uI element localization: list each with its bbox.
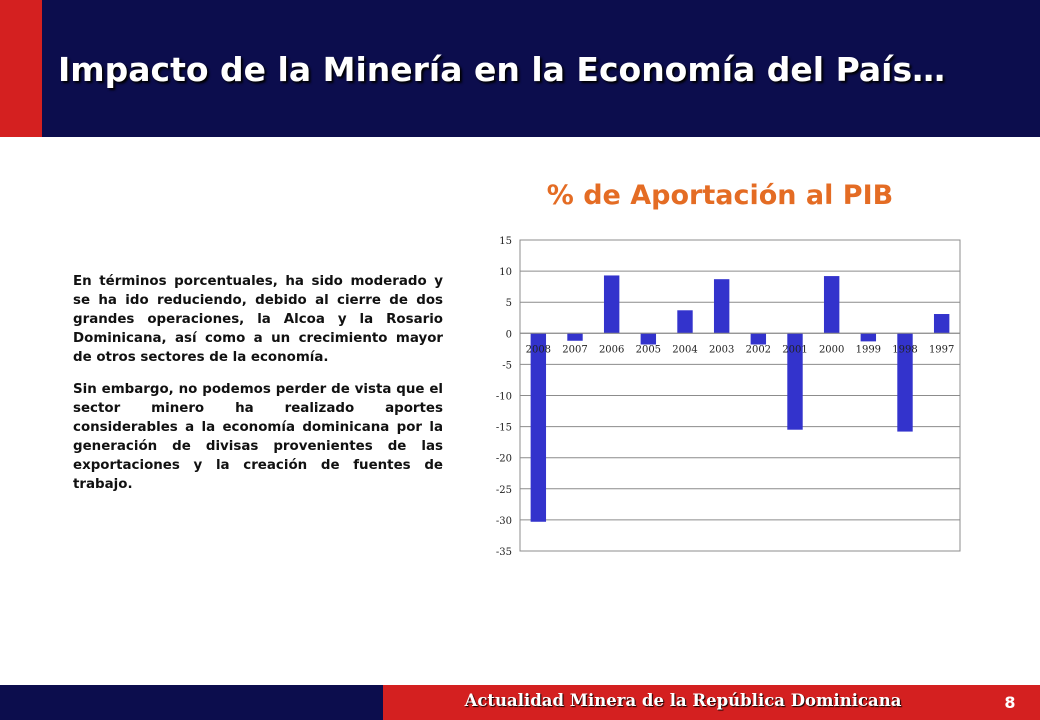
x-tick-label: 2000 (819, 344, 844, 355)
y-tick-label: -5 (502, 360, 512, 371)
y-tick-label: -35 (496, 547, 512, 558)
y-tick-label: -20 (496, 454, 512, 465)
y-tick-label: -10 (496, 392, 512, 403)
chart-title: % de Aportación al PIB (546, 180, 894, 211)
bar-1997 (933, 314, 950, 334)
y-tick-label: 10 (499, 267, 512, 278)
y-tick-label: -15 (496, 423, 512, 434)
paragraph-1: En términos porcentuales, ha sido modera… (73, 274, 443, 365)
y-tick-label: 0 (506, 329, 512, 340)
x-tick-label: 2001 (782, 344, 807, 355)
gridlines (520, 239, 960, 552)
bars (530, 275, 950, 522)
x-tick-label: 2006 (599, 344, 624, 355)
x-tick-label: 2005 (636, 344, 661, 355)
x-tick-label: 2003 (709, 344, 734, 355)
x-tick-label: 1997 (929, 344, 954, 355)
bar-1999 (860, 333, 877, 342)
x-tick-label: 2004 (672, 344, 697, 355)
bar-2000 (823, 276, 840, 334)
x-tick-label: 2007 (562, 344, 587, 355)
slide-title: Impacto de la Minería en la Economía del… (58, 50, 946, 89)
y-tick-label: -25 (496, 485, 512, 496)
bar-2004 (677, 310, 693, 334)
footer-text: Actualidad Minera de la República Domini… (464, 691, 902, 710)
y-tick-labels: 15 10 5 0 -5 -10 -15 -20 -25 -30 -35 (496, 236, 512, 558)
x-tick-label: 1998 (892, 344, 917, 355)
y-tick-label: 15 (499, 236, 512, 247)
paragraph-2: Sin embargo, no podemos perder de vista … (73, 382, 443, 492)
header-bar (0, 0, 1040, 137)
y-tick-label: 5 (506, 298, 512, 309)
header-accent-stripe (0, 0, 42, 137)
y-tick-label: -30 (496, 516, 512, 527)
bar-2006 (603, 275, 620, 334)
page-number: 8 (1004, 693, 1016, 712)
bar-2005 (640, 333, 657, 345)
x-tick-label: 2002 (746, 344, 771, 355)
plot-area-border (519, 239, 961, 552)
body-text: En términos porcentuales, ha sido modera… (73, 272, 443, 507)
bar-2003 (713, 279, 730, 334)
bar-2008 (530, 333, 547, 522)
x-tick-label: 2008 (526, 344, 551, 355)
footer-accent (383, 685, 1040, 720)
bar-2001 (787, 333, 803, 430)
x-tick-label: 1999 (856, 344, 881, 355)
bar-2002 (750, 333, 767, 345)
x-tick-labels: 2008 2007 2006 2005 2004 2003 2002 2001 2000 1999… (526, 344, 955, 355)
bar-2007 (567, 333, 583, 341)
bar-1998 (897, 333, 913, 432)
